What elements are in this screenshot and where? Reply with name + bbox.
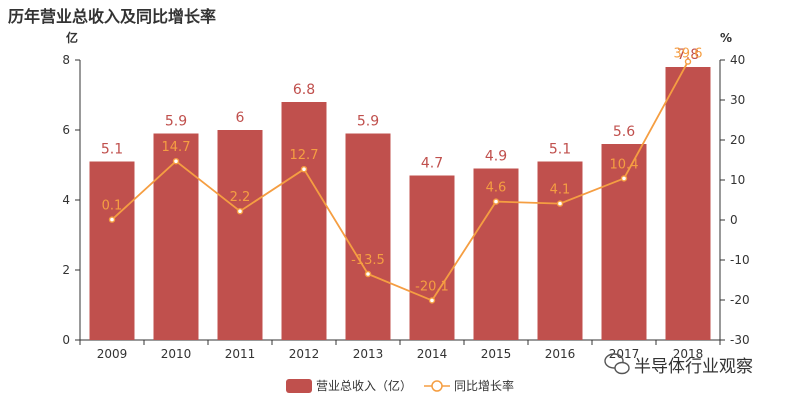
revenue-bar xyxy=(665,67,711,340)
right-y-tick-label: -10 xyxy=(730,253,750,267)
left-y-tick-label: 2 xyxy=(62,263,70,277)
legend-label-growth: 同比增长率 xyxy=(454,378,514,393)
growth-rate-label: -20.1 xyxy=(415,279,449,294)
right-y-tick-label: 30 xyxy=(730,93,745,107)
revenue-bar xyxy=(153,133,199,340)
revenue-bar-label: 5.9 xyxy=(165,114,187,130)
x-tick-label: 2010 xyxy=(161,347,192,361)
revenue-bar xyxy=(345,133,391,340)
revenue-bar xyxy=(409,175,455,340)
growth-rate-point xyxy=(428,297,436,304)
watermark-text: 半导体行业观察 xyxy=(634,357,753,377)
revenue-bar-label: 6 xyxy=(236,110,245,126)
revenue-bar xyxy=(217,130,263,340)
x-tick-label: 2016 xyxy=(545,347,576,361)
growth-rate-point xyxy=(300,165,308,173)
revenue-bar-label: 5.1 xyxy=(549,142,571,158)
right-y-tick-label: 10 xyxy=(730,173,745,187)
revenue-bar-label: 4.9 xyxy=(485,149,507,165)
growth-rate-point xyxy=(620,175,628,182)
growth-rate-point xyxy=(364,270,372,278)
revenue-bar-label: 6.8 xyxy=(293,82,315,98)
growth-rate-point xyxy=(684,58,692,65)
revenue-bar xyxy=(473,168,519,340)
revenue-bar-label: 5.1 xyxy=(101,142,123,158)
growth-rate-point xyxy=(172,157,180,165)
growth-rate-label: 4.6 xyxy=(486,181,507,196)
x-tick-label: 2013 xyxy=(353,347,384,361)
growth-rate-label: 4.1 xyxy=(550,183,571,198)
revenue-bar xyxy=(281,102,327,340)
right-y-tick-label: 0 xyxy=(730,213,738,227)
x-tick-label: 2009 xyxy=(97,347,128,361)
left-axis-unit: 亿 xyxy=(66,30,78,45)
growth-rate-label: -13.5 xyxy=(351,253,385,268)
x-tick-label: 2017 xyxy=(609,347,640,361)
growth-rate-label: 0.1 xyxy=(102,199,123,214)
legend-label-revenue: 营业总收入（亿） xyxy=(316,378,412,393)
growth-rate-label: 2.2 xyxy=(230,190,251,205)
growth-rate-label: 12.7 xyxy=(290,148,319,163)
right-y-tick-label: 20 xyxy=(730,133,745,147)
legend-marker-growth xyxy=(431,380,443,392)
right-y-tick-label: -20 xyxy=(730,293,750,307)
revenue-bar-label: 7.8 xyxy=(677,47,699,63)
revenue-bar xyxy=(601,144,647,340)
page-title: 历年营业总收入及同比增长率 xyxy=(8,7,217,26)
growth-rate-point xyxy=(556,200,564,207)
growth-rate-label: 39.6 xyxy=(674,47,703,62)
x-tick-label: 2014 xyxy=(417,347,448,361)
left-y-tick-label: 8 xyxy=(62,53,70,67)
x-tick-label: 2018 xyxy=(673,347,704,361)
growth-rate-point xyxy=(492,198,500,205)
left-y-tick-label: 4 xyxy=(62,193,70,207)
x-tick-label: 2015 xyxy=(481,347,512,361)
legend-swatch-revenue xyxy=(286,379,312,393)
x-tick-label: 2011 xyxy=(225,347,256,361)
right-axis-unit: % xyxy=(720,31,732,45)
x-tick-label: 2012 xyxy=(289,347,320,361)
revenue-bar-label: 5.6 xyxy=(613,124,635,140)
growth-rate-point xyxy=(236,207,244,215)
growth-rate-label: 14.7 xyxy=(162,140,191,155)
revenue-bar xyxy=(537,161,583,340)
growth-rate-point xyxy=(108,216,116,223)
left-y-tick-label: 0 xyxy=(62,333,70,347)
wechat-icon xyxy=(604,353,630,375)
right-y-tick-label: 40 xyxy=(730,53,745,67)
growth-rate-line xyxy=(111,61,689,302)
revenue-bar-label: 4.7 xyxy=(421,156,443,172)
revenue-bar-label: 5.9 xyxy=(357,114,379,130)
revenue-bar xyxy=(89,161,135,340)
left-y-tick-label: 6 xyxy=(62,123,70,137)
right-y-tick-label: -30 xyxy=(730,333,750,347)
growth-rate-label: 10.4 xyxy=(610,157,639,172)
